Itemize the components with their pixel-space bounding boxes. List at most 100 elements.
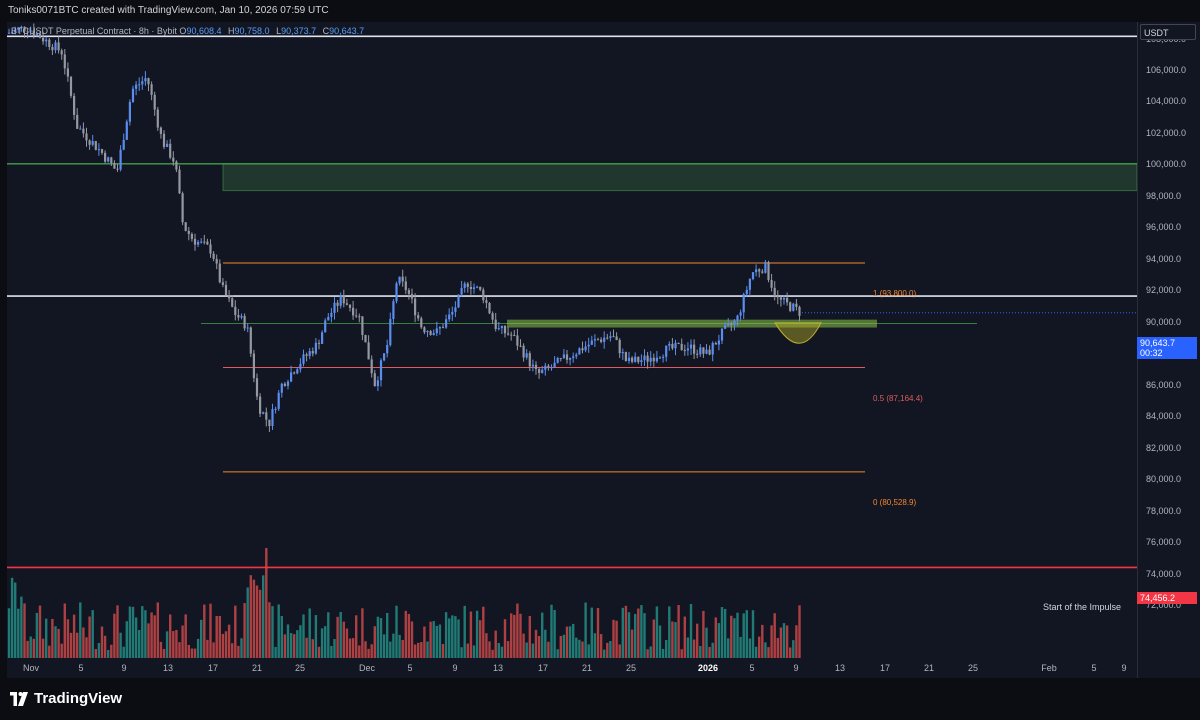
volume-bar [541, 612, 544, 658]
candle-down [779, 297, 782, 300]
volume-bar [138, 630, 141, 658]
volume-bar [488, 641, 491, 658]
candle-up [308, 351, 311, 356]
candle-up [286, 381, 290, 386]
volume-bar [469, 611, 473, 658]
candle-up [35, 33, 38, 36]
candle-down [488, 302, 491, 314]
candle-up [733, 320, 736, 325]
volume-bar [237, 645, 240, 658]
candle-up [643, 355, 646, 361]
volume-bar [683, 616, 686, 658]
volume-bar [364, 641, 367, 658]
candle-down [538, 369, 541, 373]
volume-bar [333, 639, 336, 658]
volume-bar [265, 548, 268, 658]
candle-down [615, 336, 618, 340]
volume-bar [299, 625, 302, 658]
time-tick-label: 5 [78, 663, 84, 673]
volume-bar [320, 628, 324, 658]
volume-bar [190, 648, 194, 658]
price-tick-label: 82,000.0 [1146, 442, 1182, 453]
price-tick-label: 90,000.0 [1146, 316, 1182, 327]
candle-down [32, 30, 35, 36]
candle-up [572, 356, 575, 358]
time-tick-label: 25 [294, 663, 306, 673]
candle-down [677, 342, 680, 344]
candle-up [274, 408, 277, 410]
candle-down [51, 46, 54, 51]
volume-bar [618, 644, 621, 658]
volume-bar [131, 606, 135, 658]
candle-up [603, 337, 606, 342]
volume-bar [758, 636, 761, 658]
candle-down [336, 302, 339, 306]
volume-bar [503, 619, 507, 658]
candle-down [798, 306, 801, 316]
candle-down [311, 351, 314, 354]
volume-bar [57, 628, 60, 658]
candle-down [209, 244, 212, 254]
candle-up [7, 32, 11, 34]
volume-bar [330, 645, 333, 658]
volume-bar [426, 641, 429, 658]
volume-bar [646, 649, 649, 658]
candle-up [454, 307, 457, 312]
candle-down [708, 349, 711, 355]
volume-bar [119, 632, 122, 658]
volume-bar [448, 618, 451, 658]
volume-bar [615, 620, 618, 658]
candle-up [634, 356, 637, 362]
candle-up [621, 352, 624, 354]
candle-up [764, 262, 767, 273]
chart-canvas[interactable] [7, 22, 1137, 658]
candle-up [197, 241, 200, 245]
candle-down [479, 286, 482, 290]
candle-up [20, 26, 23, 28]
volume-bar [441, 644, 445, 658]
candle-down [190, 233, 193, 239]
impulse-price-badge: 74,456.2 [1137, 592, 1197, 604]
volume-bar [606, 642, 609, 658]
volume-bar [686, 637, 690, 658]
candle-down [358, 316, 361, 318]
volume-bar [60, 643, 63, 658]
volume-bar [572, 623, 575, 658]
volume-bar [661, 648, 665, 658]
candle-down [702, 347, 705, 354]
candle-up [584, 346, 587, 351]
volume-bar [311, 639, 314, 658]
candle-up [497, 328, 500, 330]
candle-down [206, 241, 209, 245]
candle-down [414, 298, 417, 316]
time-axis[interactable]: Nov 5 9 13 17 21 25 Dec 5 9 13 17 21 25 2026 5 9 13 17 21 25… [7, 658, 1137, 678]
volume-bar [720, 607, 724, 658]
candle-down [113, 163, 116, 169]
time-tick-label: 5 [407, 663, 413, 673]
chart-pane[interactable]: BTCUSDT Perpetual Contract · 8h · Bybit … [7, 22, 1137, 658]
candle-up [717, 340, 720, 345]
candle-up [742, 294, 745, 313]
currency-selector[interactable]: USDT [1140, 24, 1196, 40]
volume-bar [767, 647, 770, 658]
volume-bar [475, 610, 479, 658]
candle-down [516, 335, 519, 346]
volume-bar [745, 610, 748, 658]
candle-up [29, 30, 32, 32]
time-tick-label: 13 [492, 663, 504, 673]
chart-credit: Toniks0071BTC created with TradingView.c… [8, 5, 329, 16]
candle-down [361, 316, 364, 335]
volume-bar [91, 610, 94, 658]
volume-bar [97, 643, 101, 658]
candle-down [26, 31, 29, 33]
candle-up [751, 272, 755, 280]
volume-bar [327, 612, 330, 658]
candle-up [280, 383, 283, 393]
candle-up [460, 287, 463, 295]
brand[interactable]: TradingView [10, 690, 122, 707]
candle-down [345, 303, 348, 305]
volume-bar [317, 646, 321, 658]
candle-up [321, 332, 324, 344]
volume-bar [274, 646, 277, 658]
candle-down [491, 313, 494, 320]
